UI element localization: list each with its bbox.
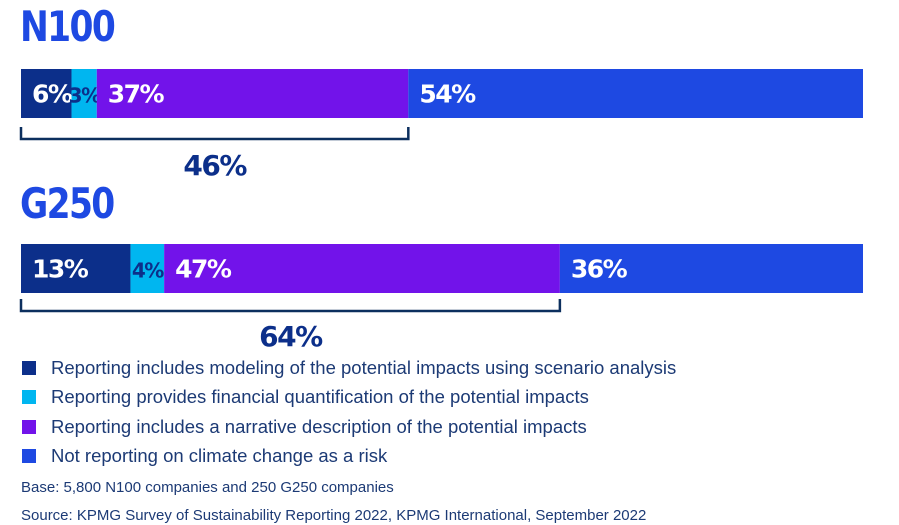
legend-item: Reporting includes modeling of the poten…: [22, 353, 676, 383]
legend-item: Reporting provides financial quantificat…: [22, 383, 676, 413]
legend-label: Reporting provides financial quantificat…: [51, 386, 589, 408]
data-label: 54%: [419, 80, 476, 109]
bar-segment: [130, 244, 165, 293]
bar-segment: [21, 244, 131, 293]
data-label: 37%: [108, 80, 165, 109]
legend: Reporting includes modeling of the poten…: [22, 353, 676, 471]
legend-swatch: [22, 419, 36, 434]
base-note: Base: 5,800 N100 companies and 250 G250 …: [21, 479, 394, 496]
data-label: 13%: [32, 255, 89, 284]
data-label: 36%: [571, 255, 628, 284]
bar-segment: [21, 69, 72, 118]
bracket-label: 64%: [259, 320, 323, 350]
bar-segment: [559, 244, 863, 293]
legend-swatch: [22, 449, 36, 464]
bracket: [19, 127, 410, 141]
source-note: Source: KPMG Survey of Sustainability Re…: [21, 507, 647, 524]
legend-label: Reporting includes modeling of the poten…: [51, 356, 677, 378]
legend-item: Not reporting on climate change as a ris…: [22, 442, 676, 472]
bracket-label: 46%: [183, 149, 247, 182]
data-label: 3%: [69, 84, 101, 108]
bar-segment: [96, 69, 409, 118]
bar-segment: [71, 69, 97, 118]
legend-label: Reporting includes a narrative descripti…: [51, 415, 587, 437]
group-title-n100: N100: [20, 2, 116, 51]
group-title-g250: G250: [20, 179, 115, 228]
legend-item: Reporting includes a narrative descripti…: [22, 412, 676, 442]
data-label: 6%: [32, 80, 73, 109]
bar-segment: [408, 69, 863, 118]
data-label: 4%: [132, 259, 164, 283]
legend-label: Not reporting on climate change as a ris…: [51, 445, 388, 467]
data-label: 47%: [175, 255, 232, 284]
bracket: [19, 299, 562, 313]
legend-swatch: [22, 390, 36, 405]
bar-segment: [164, 244, 560, 293]
stacked-bar-chart: 6%3% 37% 54% 46% 13% 4% 47% 36% 64%: [19, 69, 863, 350]
legend-swatch: [22, 360, 36, 375]
